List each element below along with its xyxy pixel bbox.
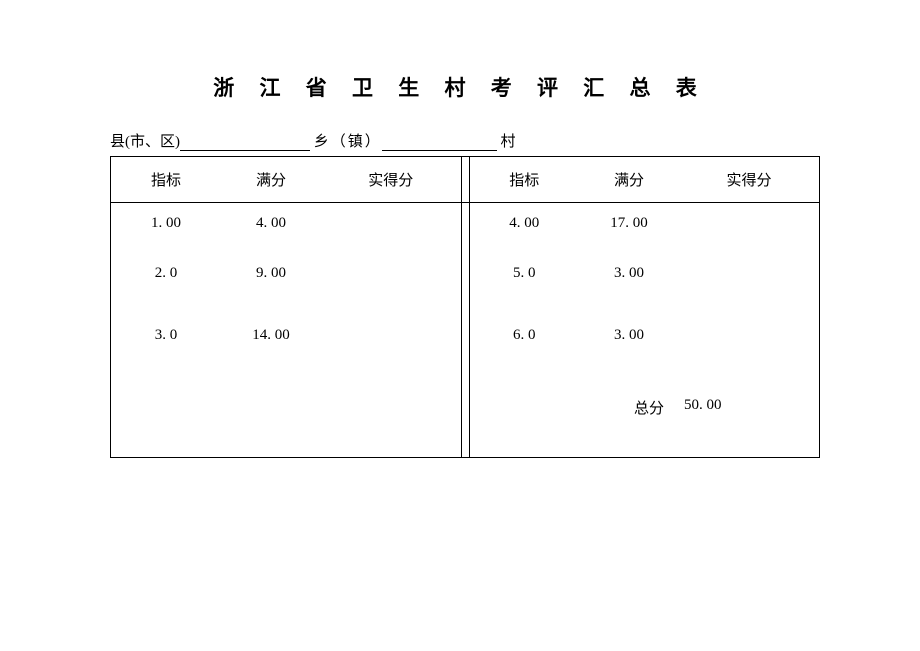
table-row: 3. 0 14. 00 6. 0 3. 00 <box>111 327 819 389</box>
table-row: 2. 0 9. 00 5. 0 3. 00 <box>111 265 819 327</box>
header-fullscore-right: 满分 <box>579 157 679 203</box>
cell-fullscore: 17. 00 <box>579 203 679 265</box>
cell-actual <box>321 203 461 265</box>
total-value: 50. 00 <box>679 389 819 457</box>
table-divider <box>461 327 469 389</box>
cell-actual <box>679 327 819 389</box>
cell-indicator: 3. 0 <box>111 327 221 389</box>
total-row: 总分 50. 00 <box>111 389 819 457</box>
cell-actual <box>679 265 819 327</box>
cell-actual <box>679 203 819 265</box>
village-label: 村 <box>501 134 516 150</box>
cell-indicator: 2. 0 <box>111 265 221 327</box>
cell-fullscore: 3. 00 <box>579 327 679 389</box>
table-row: 1. 00 4. 00 4. 00 17. 00 <box>111 203 819 265</box>
evaluation-table: 指标 满分 实得分 指标 满分 实得分 1. 00 4. 00 4. 00 17… <box>110 156 820 458</box>
cell-indicator: 1. 00 <box>111 203 221 265</box>
table-divider <box>461 203 469 265</box>
cell-indicator: 6. 0 <box>469 327 579 389</box>
table-divider <box>461 389 469 457</box>
cell-indicator: 4. 00 <box>469 203 579 265</box>
form-subheader: 县(市、区) 乡（镇） 村 <box>0 130 920 156</box>
county-label: 县(市、区) <box>110 134 180 150</box>
table-divider <box>461 265 469 327</box>
county-blank <box>180 136 310 151</box>
township-blank <box>382 136 497 151</box>
cell-indicator: 5. 0 <box>469 265 579 327</box>
header-actual-right: 实得分 <box>679 157 819 203</box>
township-label: 乡（镇） <box>314 134 382 150</box>
table-header-row: 指标 满分 实得分 指标 满分 实得分 <box>111 157 819 203</box>
total-label: 总分 <box>579 389 679 457</box>
header-actual-left: 实得分 <box>321 157 461 203</box>
header-indicator-left: 指标 <box>111 157 221 203</box>
table-divider <box>461 157 469 203</box>
header-indicator-right: 指标 <box>469 157 579 203</box>
page-title: 浙 江 省 卫 生 村 考 评 汇 总 表 <box>0 0 920 130</box>
cell-fullscore: 3. 00 <box>579 265 679 327</box>
cell-fullscore: 14. 00 <box>221 327 321 389</box>
cell-fullscore: 9. 00 <box>221 265 321 327</box>
cell-actual <box>321 327 461 389</box>
cell-fullscore: 4. 00 <box>221 203 321 265</box>
cell-actual <box>321 265 461 327</box>
header-fullscore-left: 满分 <box>221 157 321 203</box>
